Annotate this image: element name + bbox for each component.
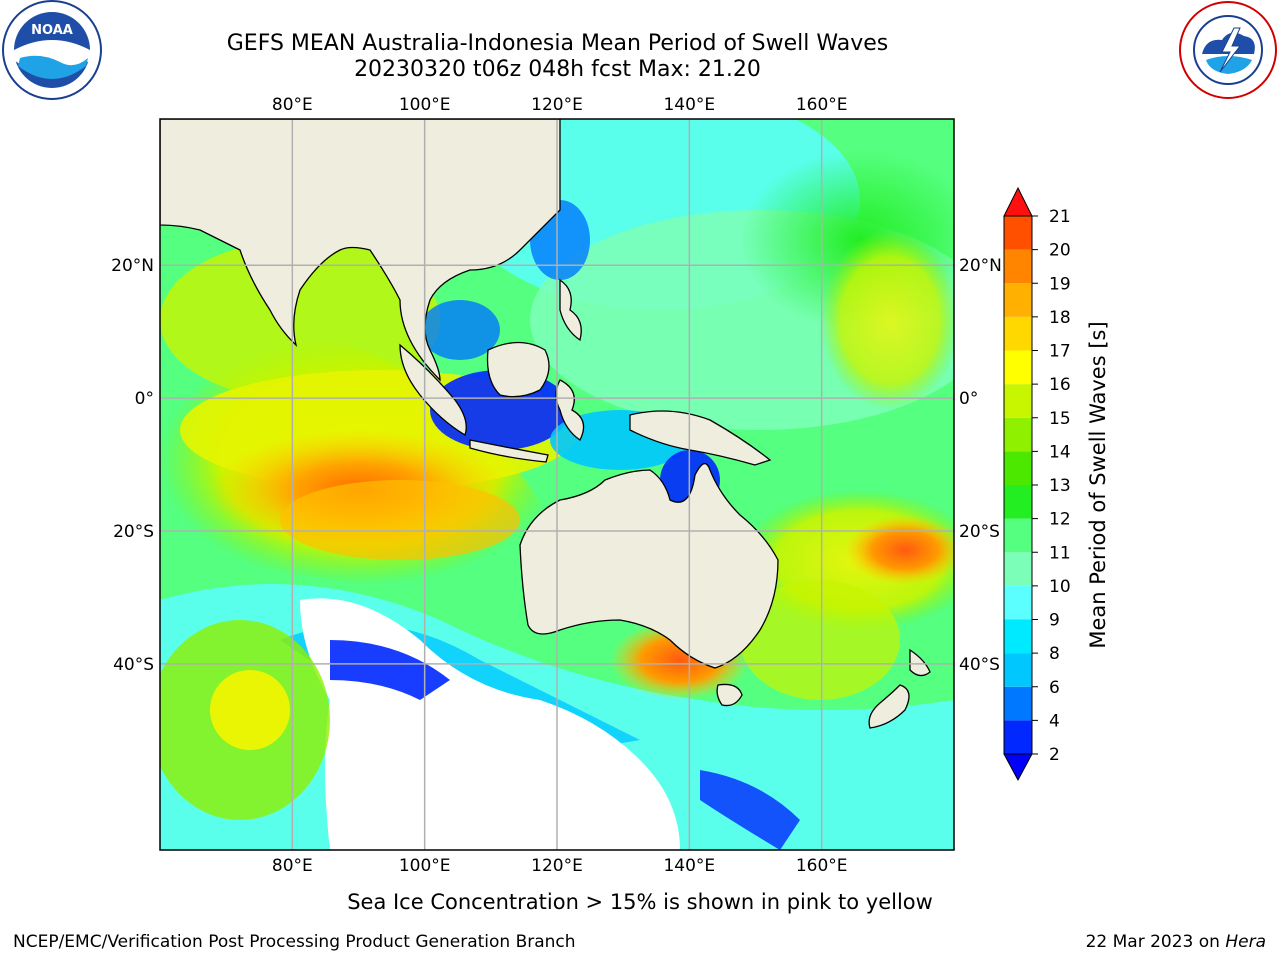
chart-subtitle: 20230320 t06z 048h fcst Max: 21.20: [354, 57, 761, 82]
colorbar-tick-label: 13: [1049, 476, 1071, 496]
map-field: [160, 119, 954, 850]
colorbar-segment: [1004, 350, 1032, 385]
colorbar-segment: [1004, 720, 1032, 754]
colorbar-segment: [1004, 686, 1032, 721]
colorbar-segment: [1004, 518, 1032, 553]
java: [469, 439, 549, 463]
sea-ice-caption: Sea Ice Concentration > 15% is shown in …: [0, 890, 1280, 914]
new-zealand-north: [909, 648, 931, 677]
colorbar-tick-label: 16: [1049, 375, 1071, 395]
colorbar-segment: [1004, 552, 1032, 586]
colorbar-label: Mean Period of Swell Waves [s]: [1086, 321, 1110, 648]
colorbar-tick-label: 14: [1049, 442, 1071, 462]
map-frame: [159, 118, 955, 851]
colorbar-segment: [1004, 451, 1032, 485]
caption-text: Sea Ice Concentration > 15% is shown in …: [347, 890, 933, 914]
nws-logo: [1179, 1, 1277, 99]
noaa-logo-text: NOAA: [31, 23, 73, 38]
lat-labels-left: 20°N 0° 20°S 40°S: [111, 256, 154, 675]
lat-label-left: 20°S: [113, 522, 154, 542]
lon-label-top: 120°E: [531, 95, 583, 115]
footer-credit: NCEP/EMC/Verification Post Processing Pr…: [13, 932, 576, 952]
tasmania: [716, 683, 743, 707]
colorbar-segment: [1004, 417, 1032, 452]
colorbar-tick-label: 17: [1049, 342, 1071, 362]
lat-label-left: 40°S: [113, 655, 154, 675]
colorbar-tick-label: 4: [1049, 711, 1060, 731]
lon-label-bottom: 80°E: [272, 856, 313, 876]
lon-label-top: 100°E: [399, 95, 451, 115]
colorbar-tick-label: 6: [1049, 678, 1060, 698]
colorbar-segment: [1004, 384, 1032, 418]
lon-label-bottom: 140°E: [663, 856, 715, 876]
lat-label-right: 20°S: [959, 522, 1000, 542]
lon-label-top: 80°E: [272, 95, 313, 115]
colorbar-segment: [1004, 216, 1032, 250]
lon-label-bottom: 120°E: [531, 856, 583, 876]
lat-label-right: 40°S: [959, 655, 1000, 675]
asia-landmass: [160, 119, 561, 382]
colorbar-tick-label: 2: [1049, 745, 1060, 765]
lat-label-left: 0°: [135, 389, 154, 409]
sumatra: [399, 343, 467, 436]
philippines: [559, 278, 582, 342]
lat-label-right: 20°N: [959, 256, 1002, 276]
colorbar-over-extension: [1003, 186, 1033, 217]
chart-title: GEFS MEAN Australia-Indonesia Mean Perio…: [226, 31, 889, 56]
lon-label-bottom: 160°E: [796, 856, 848, 876]
colorbar-segment: [1004, 485, 1032, 519]
colorbar-tick-label: 8: [1049, 644, 1060, 664]
lon-label-bottom: 100°E: [399, 856, 451, 876]
land-masses: [160, 119, 931, 729]
colorbar-tick-label: 18: [1049, 308, 1071, 328]
colorbar-tick-label: 10: [1049, 577, 1071, 597]
new-guinea: [629, 410, 772, 466]
colorbar-tick-label: 12: [1049, 510, 1071, 530]
noaa-logo: NOAA: [2, 0, 102, 100]
colorbar-tick-label: 9: [1049, 611, 1060, 631]
colorbar-tick-label: 11: [1049, 543, 1071, 563]
colorbar-segment: [1004, 619, 1032, 654]
colorbar-segment: [1004, 249, 1032, 284]
footer-date-text: 22 Mar 2023 on: [1085, 932, 1226, 952]
colorbar-segment: [1004, 585, 1032, 620]
lon-labels-top: 80°E 100°E 120°E 140°E 160°E: [272, 95, 848, 115]
footer-date: 22 Mar 2023 on Hera: [1086, 932, 1266, 952]
footer-host: Hera: [1225, 932, 1266, 952]
lat-label-right: 0°: [959, 389, 978, 409]
lat-labels-right: 20°N 0° 20°S 40°S: [959, 256, 1002, 675]
lon-label-top: 160°E: [796, 95, 848, 115]
colorbar-under-extension: [1003, 753, 1033, 782]
colorbar-tick-label: 20: [1049, 241, 1071, 261]
lon-labels-bottom: 80°E 100°E 120°E 140°E 160°E: [272, 856, 848, 876]
lon-label-top: 140°E: [663, 95, 715, 115]
colorbar-tick-label: 19: [1049, 274, 1071, 294]
lat-label-left: 20°N: [111, 256, 154, 276]
colorbar-segment: [1004, 316, 1032, 351]
borneo: [486, 341, 550, 398]
australia: [519, 463, 779, 669]
colorbar-segment: [1004, 653, 1032, 687]
colorbar-tick-label: 21: [1049, 207, 1071, 227]
new-zealand-south: [868, 684, 910, 729]
map-gridlines: [160, 119, 954, 850]
colorbar: 2 4 6 8 9 10 11 12 13 14 15 16 17 18 19 20 21 Mean Period…: [1003, 186, 1110, 782]
tasman-orange-core: [845, 515, 954, 585]
colorbar-tick-label: 15: [1049, 409, 1071, 429]
colorbar-segment: [1004, 283, 1032, 317]
